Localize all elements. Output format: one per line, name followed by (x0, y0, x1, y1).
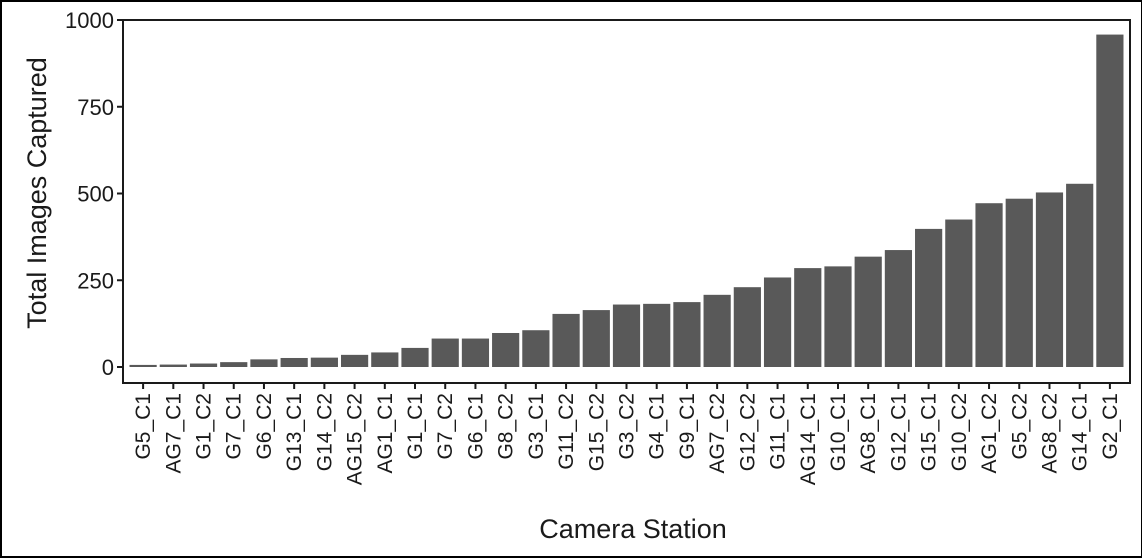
y-tick-label: 1000 (65, 8, 114, 33)
bar-G15_C2 (582, 310, 610, 367)
bar-AG7_C1 (159, 364, 187, 367)
bar-G1_C2 (189, 363, 218, 367)
bar-G10_C1 (824, 266, 852, 367)
bar-AG14_C1 (794, 268, 822, 367)
x-axis-title: Camera Station (539, 514, 727, 544)
bar-G12_C2 (733, 287, 761, 367)
x-tick-label: G6_C2 (253, 393, 276, 460)
x-tick-label: G5_C2 (1008, 393, 1031, 460)
x-tick-label: G1_C2 (193, 393, 216, 460)
bar-G3_C2 (612, 304, 641, 367)
x-tick-label: G12_C1 (887, 393, 910, 471)
bar-G7_C2 (431, 338, 459, 367)
bar-G14_C2 (310, 357, 338, 367)
bar-G15_C1 (915, 228, 943, 367)
x-tick-label: G9_C1 (676, 393, 699, 460)
x-tick-label: AG8_C1 (857, 393, 880, 474)
x-tick-label: G15_C1 (918, 393, 941, 471)
bar-G11_C2 (552, 313, 580, 367)
x-tick-label: AG1_C2 (978, 393, 1001, 474)
bar-AG1_C1 (371, 352, 399, 367)
x-tick-label: AG8_C2 (1038, 393, 1061, 474)
bar-G2_C1 (1096, 34, 1124, 367)
x-tick-label: AG7_C1 (162, 393, 185, 474)
x-tick-label: AG1_C1 (374, 393, 397, 474)
bar-G9_C1 (673, 302, 701, 367)
x-tick-label: G1_C1 (404, 393, 427, 460)
plot-panel-border (122, 19, 1131, 384)
bar-G3_C1 (522, 330, 550, 367)
bar-G5_C1 (129, 364, 157, 367)
bar-G1_C1 (401, 347, 429, 367)
x-tick-label: G10_C2 (948, 393, 971, 471)
x-tick-label: G3_C1 (525, 393, 548, 460)
bar-G5_C2 (1005, 198, 1033, 367)
x-tick-label: G8_C2 (495, 393, 518, 460)
bars-group (129, 34, 1124, 367)
bar-G14_C1 (1066, 183, 1094, 367)
bar-AG7_C2 (703, 294, 731, 367)
y-axis-title: Total Images Captured (22, 57, 52, 329)
bar-AG8_C1 (854, 256, 882, 367)
bar-G11_C1 (763, 277, 792, 367)
bar-G4_C1 (643, 303, 671, 367)
y-axis: 0 250 500 750 1000 (65, 8, 123, 380)
bar-G6_C2 (250, 359, 278, 367)
x-tick-label: AG14_C1 (797, 393, 820, 485)
x-tick-label: G11_C1 (767, 393, 790, 470)
x-tick-label: G6_C1 (464, 393, 487, 460)
bar-G12_C1 (884, 250, 913, 367)
x-tick-label: G2_C1 (1099, 393, 1122, 460)
x-tick-label: G10_C1 (827, 393, 850, 471)
x-tick-label: AG15_C2 (344, 393, 367, 485)
bar-AG1_C2 (975, 203, 1003, 367)
y-tick-label: 750 (77, 95, 114, 120)
x-tick-label: G15_C2 (585, 393, 608, 471)
bar-AG8_C2 (1035, 192, 1064, 367)
x-tick-label: G14_C2 (313, 393, 336, 471)
y-tick-label: 250 (77, 268, 114, 293)
x-tick-label: G5_C1 (132, 393, 155, 460)
bar-G8_C2 (492, 332, 520, 367)
y-tick-label: 0 (102, 355, 114, 380)
x-tick-label: G4_C1 (646, 393, 669, 460)
bar-G10_C2 (945, 219, 973, 367)
bar-G13_C1 (280, 357, 308, 367)
bar-G6_C1 (461, 338, 490, 367)
x-tick-label: AG7_C2 (706, 393, 729, 474)
x-tick-label: G11_C2 (555, 393, 578, 470)
x-tick-label: G13_C1 (283, 393, 306, 471)
x-tick-label: G12_C2 (736, 393, 759, 471)
x-tick-label: G7_C2 (434, 393, 457, 460)
bar-G7_C1 (220, 362, 248, 367)
x-tick-label: G14_C1 (1069, 393, 1092, 471)
x-axis: G5_C1 AG7_C1 G1_C2 G7_C1 G6_C2 G13_C1 G14_C2 AG… (132, 383, 1122, 485)
y-tick-label: 500 (77, 182, 114, 207)
x-tick-label: G3_C2 (616, 393, 639, 460)
x-tick-label: G7_C1 (223, 393, 246, 460)
bar-AG15_C2 (340, 354, 369, 367)
